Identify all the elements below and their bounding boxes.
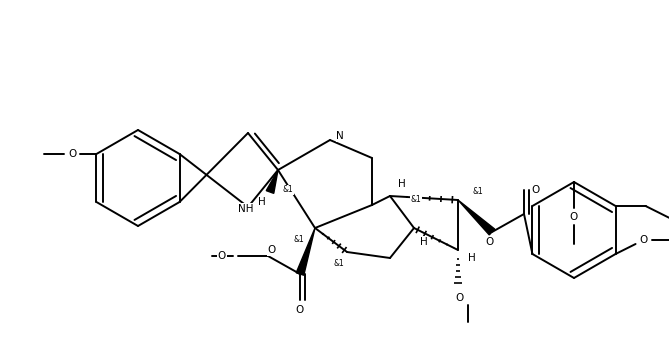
Text: NH: NH bbox=[238, 204, 254, 214]
Text: H: H bbox=[420, 237, 428, 247]
Text: O: O bbox=[456, 293, 464, 303]
Text: O: O bbox=[486, 237, 494, 247]
Text: O: O bbox=[68, 149, 76, 159]
Text: &1: &1 bbox=[334, 260, 345, 269]
Polygon shape bbox=[458, 200, 495, 235]
Text: O: O bbox=[268, 245, 276, 255]
Text: H: H bbox=[398, 179, 406, 189]
Text: O: O bbox=[296, 305, 304, 315]
Text: H: H bbox=[468, 253, 476, 263]
Text: O: O bbox=[218, 251, 226, 261]
Text: &1: &1 bbox=[411, 196, 421, 204]
Text: N: N bbox=[336, 131, 344, 141]
Text: &1: &1 bbox=[282, 185, 294, 195]
Text: O: O bbox=[532, 185, 540, 195]
Text: H: H bbox=[258, 197, 266, 207]
Text: O: O bbox=[570, 212, 578, 222]
Text: O: O bbox=[640, 235, 648, 245]
Polygon shape bbox=[296, 228, 315, 275]
Text: &1: &1 bbox=[472, 188, 484, 196]
Text: &1: &1 bbox=[294, 236, 304, 245]
Polygon shape bbox=[266, 170, 278, 193]
